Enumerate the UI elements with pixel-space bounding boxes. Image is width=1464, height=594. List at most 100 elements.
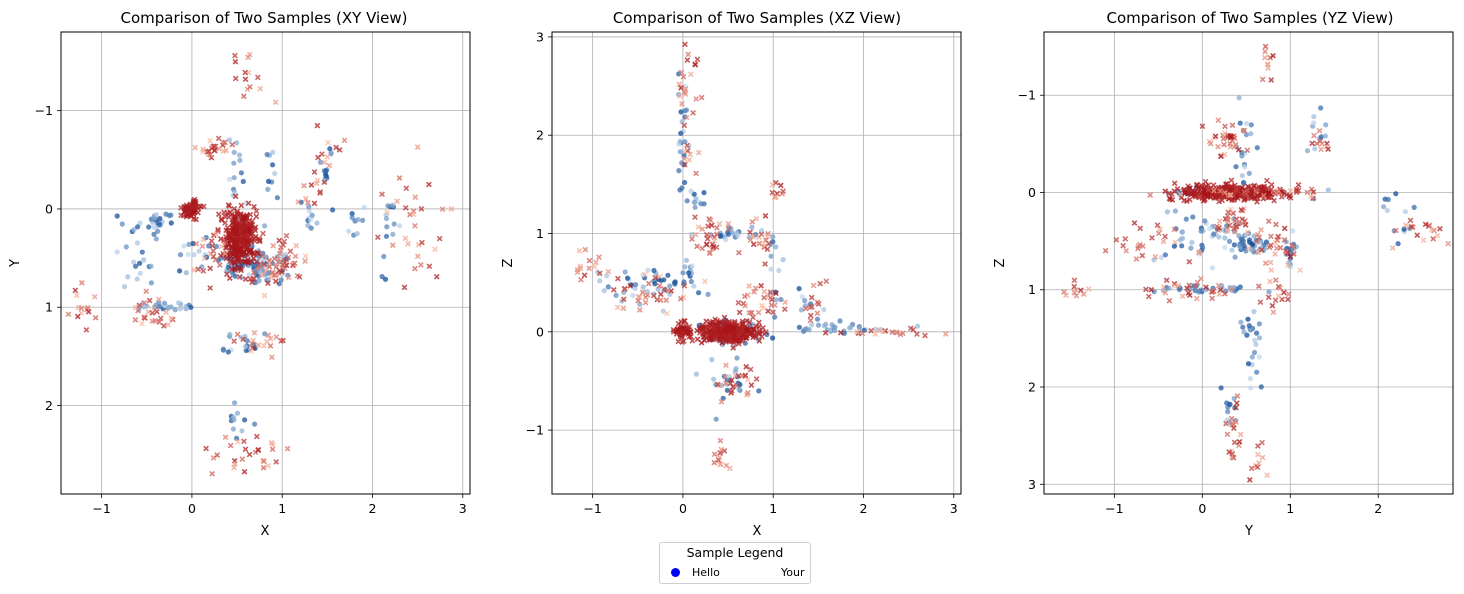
data-point xyxy=(228,238,235,244)
data-point xyxy=(1262,48,1268,55)
y-tick-label: 2 xyxy=(45,398,53,413)
data-point xyxy=(720,395,726,401)
data-point xyxy=(711,237,718,243)
data-point xyxy=(1244,229,1251,236)
data-point xyxy=(854,328,860,335)
data-point xyxy=(389,202,395,208)
data-point xyxy=(246,451,253,458)
data-point xyxy=(234,210,240,217)
data-point xyxy=(1254,238,1260,245)
data-point xyxy=(419,239,425,246)
axes-frame xyxy=(1043,31,1454,495)
data-point xyxy=(1217,286,1224,293)
data-point xyxy=(735,373,742,379)
data-point xyxy=(83,327,90,333)
data-point xyxy=(208,238,215,244)
data-point xyxy=(770,335,776,341)
data-point xyxy=(1162,252,1168,258)
data-point xyxy=(681,161,688,168)
data-point xyxy=(680,73,687,80)
y-tick-label: 0 xyxy=(536,324,544,339)
data-point xyxy=(242,221,249,228)
data-point xyxy=(1285,291,1292,297)
data-point xyxy=(229,141,236,148)
data-point xyxy=(146,297,153,304)
data-point xyxy=(121,284,128,290)
data-point xyxy=(285,274,292,281)
data-point xyxy=(807,304,814,311)
data-point xyxy=(767,289,774,295)
data-point xyxy=(234,331,241,338)
data-point xyxy=(1222,235,1228,241)
y-tick-label: −1 xyxy=(1018,88,1036,103)
data-point xyxy=(747,366,754,373)
data-point xyxy=(321,159,328,166)
y-tick-label: −1 xyxy=(35,103,53,118)
data-point xyxy=(815,322,822,328)
data-point xyxy=(1308,193,1314,200)
data-point xyxy=(254,265,261,271)
data-point xyxy=(390,231,396,237)
subplot-title: Comparison of Two Samples (XY View) xyxy=(120,9,407,27)
data-point xyxy=(273,272,280,279)
data-point xyxy=(161,323,167,329)
data-point xyxy=(448,206,455,212)
data-point xyxy=(222,250,229,257)
data-point xyxy=(744,292,751,298)
data-point xyxy=(728,323,734,330)
data-point xyxy=(314,220,320,226)
data-point xyxy=(1215,282,1222,289)
data-point xyxy=(656,282,663,289)
data-point xyxy=(436,235,443,242)
data-point xyxy=(1162,233,1168,240)
data-point xyxy=(1145,293,1152,300)
data-point xyxy=(1192,283,1199,290)
data-point xyxy=(1229,122,1236,129)
data-point xyxy=(280,262,286,268)
data-point xyxy=(690,110,696,116)
data-point xyxy=(722,373,729,380)
data-point xyxy=(382,276,389,282)
data-point xyxy=(333,144,339,151)
data-point xyxy=(1143,286,1149,293)
data-point xyxy=(773,179,779,186)
data-point xyxy=(679,119,685,125)
data-point xyxy=(1250,183,1257,190)
data-point xyxy=(1162,188,1169,195)
data-point xyxy=(133,263,139,269)
data-point xyxy=(1325,146,1331,152)
data-point xyxy=(1262,43,1269,50)
data-point xyxy=(768,266,774,272)
data-point xyxy=(281,238,288,245)
data-point xyxy=(210,248,217,254)
data-point xyxy=(1312,146,1318,152)
data-point xyxy=(1230,210,1237,217)
data-point xyxy=(132,317,139,323)
data-point xyxy=(232,189,238,195)
data-point xyxy=(1437,225,1443,232)
data-point xyxy=(1258,227,1264,233)
data-point xyxy=(229,244,235,251)
data-point xyxy=(252,227,259,234)
data-point xyxy=(191,252,197,258)
data-point xyxy=(273,261,279,268)
data-point xyxy=(1237,120,1243,126)
data-point xyxy=(246,272,252,278)
data-point xyxy=(823,278,830,285)
data-point xyxy=(645,280,652,287)
data-point xyxy=(237,157,243,163)
subplot-title: Comparison of Two Samples (YZ View) xyxy=(1106,9,1393,27)
data-point xyxy=(1323,122,1329,128)
data-point xyxy=(704,235,711,242)
data-point xyxy=(195,266,202,272)
data-point xyxy=(1277,285,1283,291)
data-point xyxy=(848,324,854,331)
data-point xyxy=(1236,95,1242,101)
data-point xyxy=(192,144,199,151)
data-point xyxy=(287,248,294,255)
data-point xyxy=(736,309,743,316)
data-point xyxy=(1120,242,1126,249)
data-point xyxy=(1272,277,1279,283)
data-point xyxy=(235,438,241,445)
data-point xyxy=(308,182,315,188)
